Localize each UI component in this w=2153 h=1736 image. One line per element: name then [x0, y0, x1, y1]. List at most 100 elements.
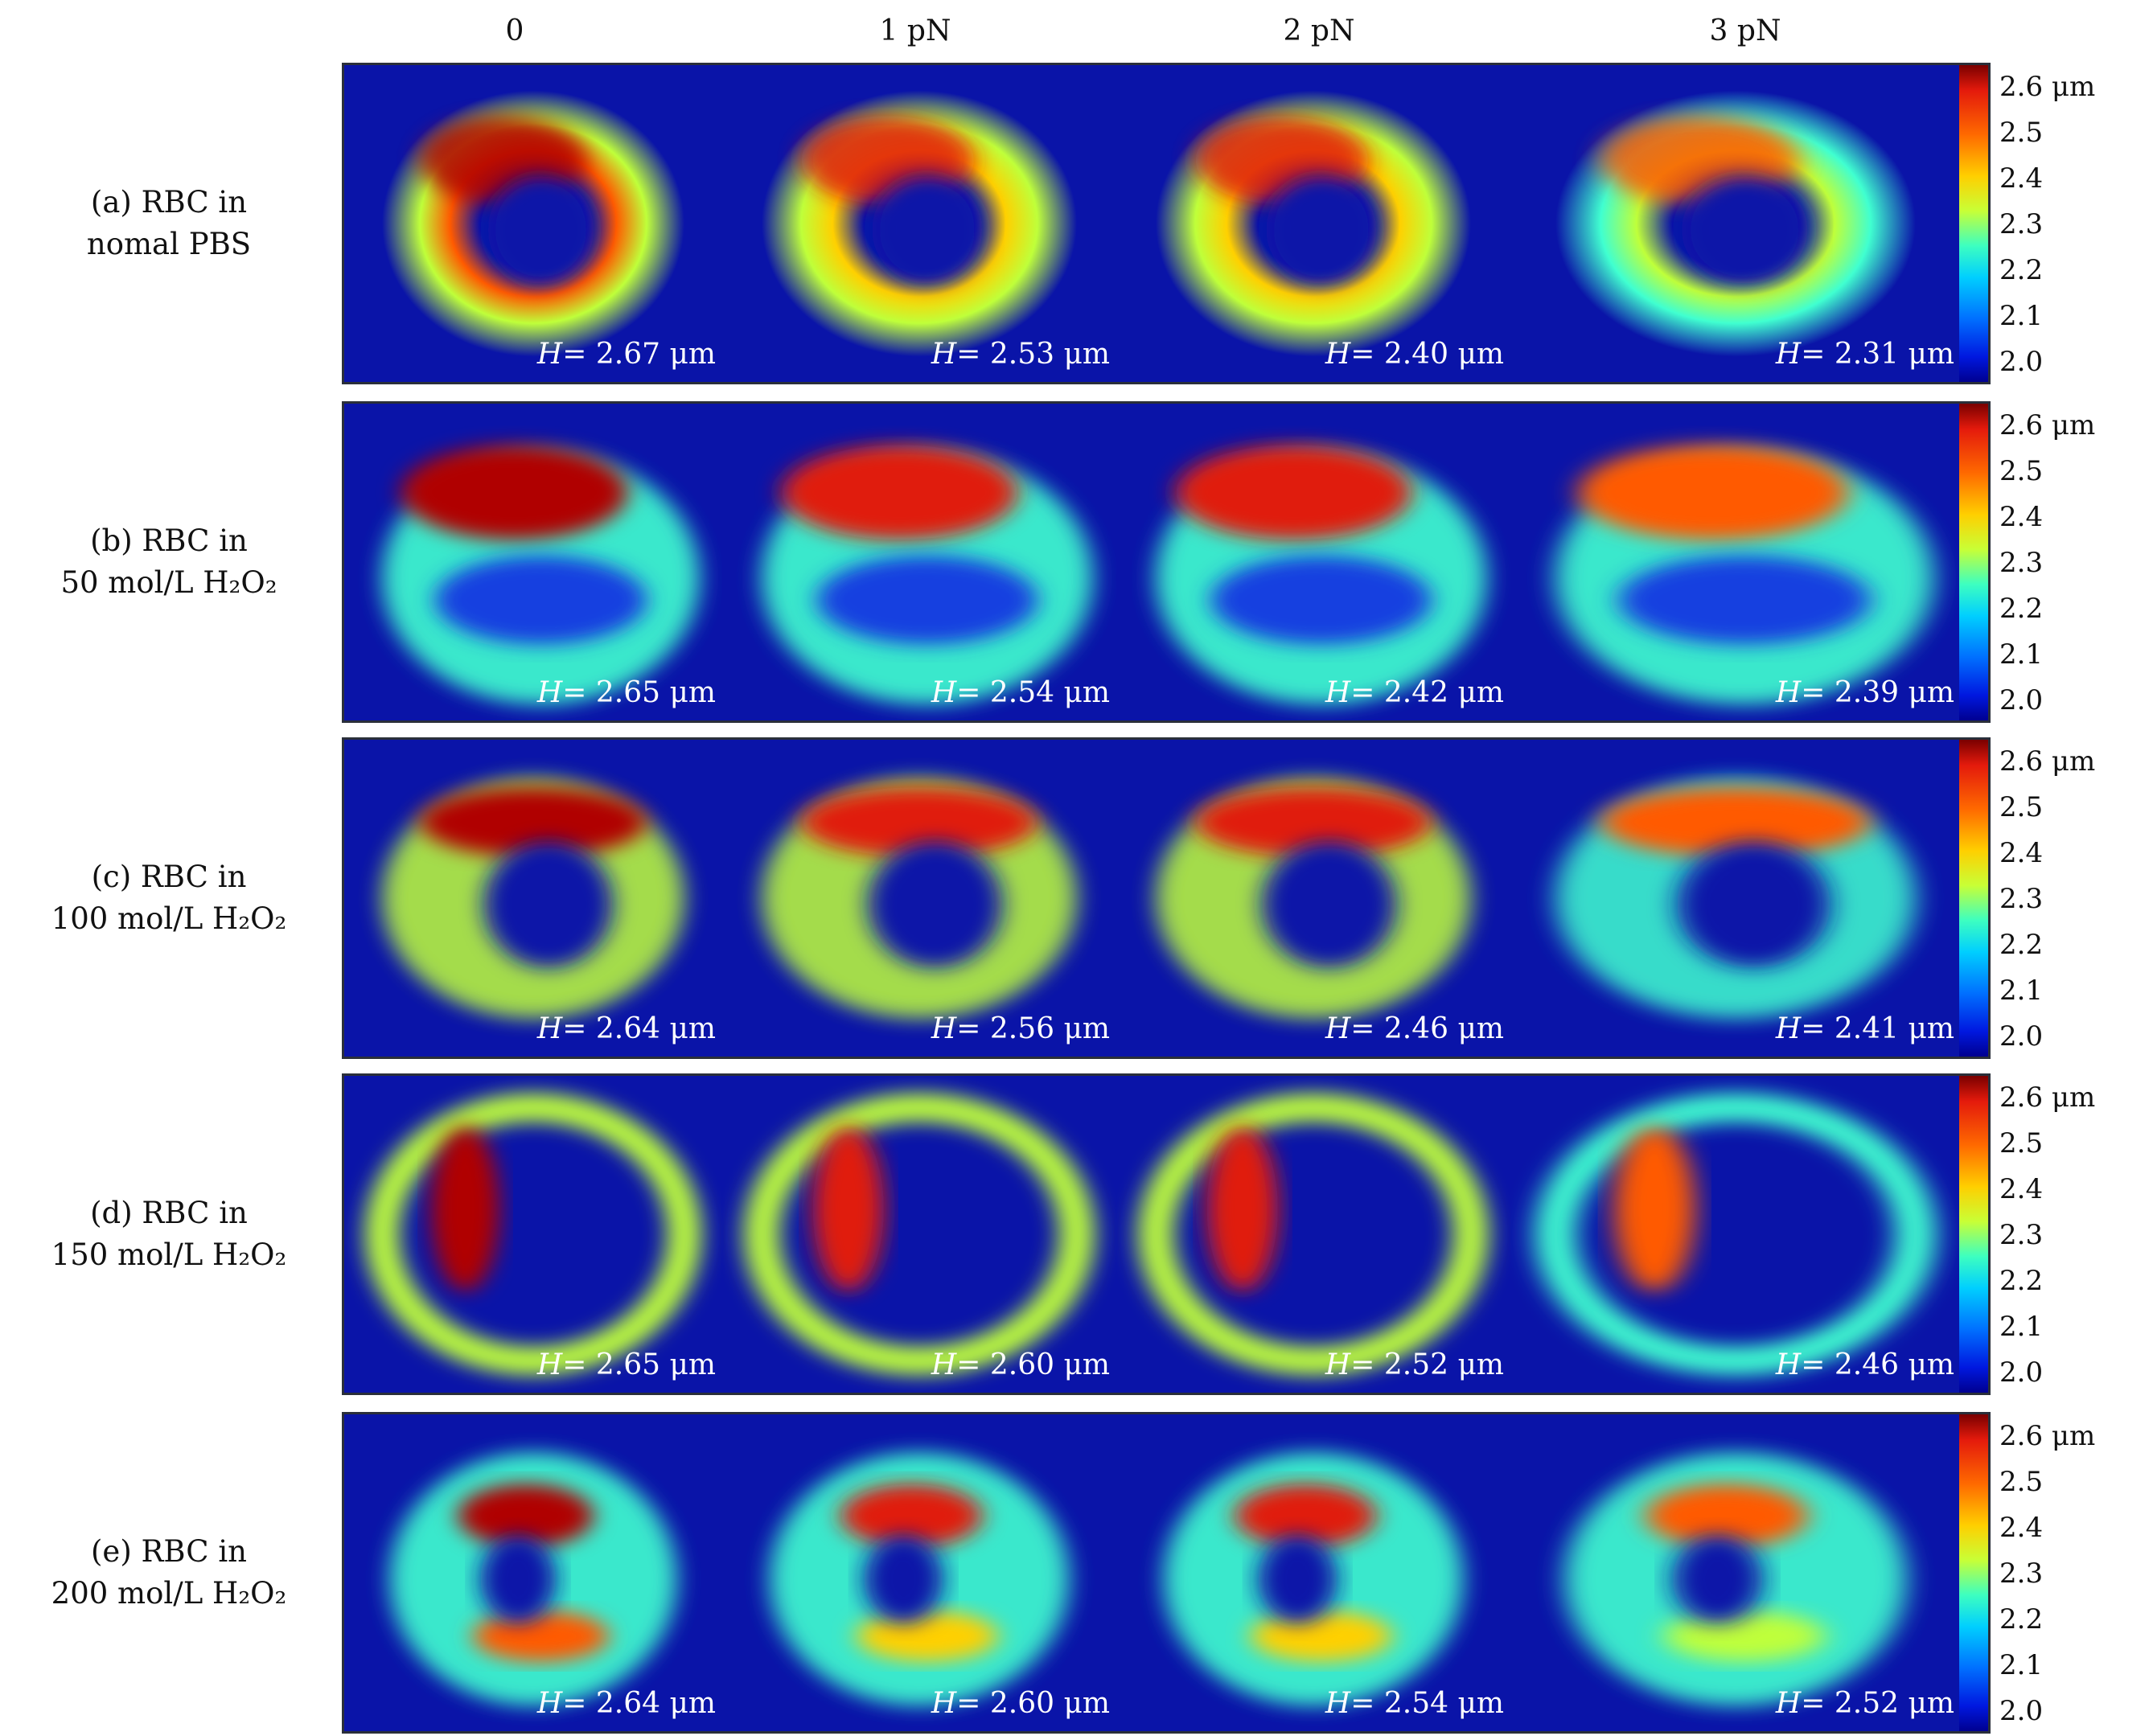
- colorbar-tick-label: 2.2: [1999, 1265, 2044, 1297]
- height-value: H= 2.46 μm: [1325, 1012, 1504, 1045]
- row-label: (b) RBC in 50 mol/L H₂O₂: [0, 520, 338, 604]
- height-symbol: H: [536, 1348, 563, 1381]
- rbc-height-map: H= 2.46 μm: [1116, 740, 1510, 1057]
- rbc-height-map: H= 2.39 μm: [1510, 404, 1961, 720]
- colorbar-tick-label: 2.6 μm: [1999, 745, 2096, 778]
- height-symbol: H: [931, 1687, 957, 1720]
- rbc-height-map: H= 2.54 μm: [722, 404, 1116, 720]
- rbc-height-map: H= 2.64 μm: [344, 740, 722, 1057]
- colorbar-tick-label: 2.3: [1999, 1557, 2044, 1590]
- colorbar-tick-label: 2.1: [1999, 638, 2044, 671]
- colorbar-tick-label: 2.3: [1999, 1219, 2044, 1251]
- height-number: = 2.39 μm: [1801, 676, 1954, 709]
- colorbar-ticks: 2.6 μm 2.5 2.4 2.3 2.2 2.1 2.0: [1999, 65, 2152, 382]
- height-value: H= 2.65 μm: [537, 676, 716, 709]
- rbc-height-map: H= 2.65 μm: [344, 404, 722, 720]
- height-value: H= 2.31 μm: [1776, 338, 1954, 371]
- height-number: = 2.46 μm: [1801, 1348, 1954, 1381]
- height-symbol: H: [536, 676, 563, 709]
- heatmap-panel: H= 2.64 μm H= 2.60 μm: [342, 1412, 1991, 1734]
- rbc-height-map: H= 2.42 μm: [1116, 404, 1510, 720]
- heatmap-panel: H= 2.64 μm H= 2.56 μm: [342, 737, 1991, 1059]
- height-symbol: H: [1775, 1012, 1802, 1045]
- rbc-height-map: H= 2.53 μm: [722, 65, 1116, 382]
- height-number: = 2.31 μm: [1801, 338, 1954, 371]
- colorbar-tick-label: 2.5: [1999, 1466, 2044, 1498]
- colorbar-tick-label: 2.5: [1999, 117, 2044, 149]
- colorbar-tick-label: 2.3: [1999, 208, 2044, 240]
- height-symbol: H: [1325, 1012, 1351, 1045]
- height-value: H= 2.64 μm: [537, 1687, 716, 1720]
- colorbar-tick-label: 2.0: [1999, 1020, 2044, 1053]
- colorbar-tick-label: 2.6 μm: [1999, 1081, 2096, 1114]
- colorbar-tick-label: 2.2: [1999, 1603, 2044, 1635]
- colorbar-tick-label: 2.3: [1999, 547, 2044, 579]
- height-value: H= 2.65 μm: [537, 1348, 716, 1381]
- heatmap-panel: H= 2.65 μm H= 2.54 μm: [342, 401, 1991, 723]
- heatmap-panel: H= 2.65 μm H= 2.60 μm: [342, 1073, 1991, 1395]
- rbc-height-map: H= 2.65 μm: [344, 1076, 722, 1393]
- colorbar-tick-label: 2.0: [1999, 1356, 2044, 1389]
- colorbar-tick-label: 2.0: [1999, 1695, 2044, 1727]
- row-label-line2: 50 mol/L H₂O₂: [60, 565, 277, 600]
- colorbar-tick-label: 2.2: [1999, 593, 2044, 625]
- height-number: = 2.41 μm: [1801, 1012, 1954, 1045]
- column-header: 1 pN: [879, 14, 951, 47]
- colorbar-tick-label: 2.4: [1999, 162, 2044, 195]
- rbc-height-map: H= 2.64 μm: [344, 1414, 722, 1731]
- colorbar-tick-label: 2.2: [1999, 254, 2044, 286]
- height-value: H= 2.40 μm: [1325, 338, 1504, 371]
- row-label-line2: 200 mol/L H₂O₂: [51, 1576, 287, 1611]
- height-symbol: H: [536, 1012, 563, 1045]
- colorbar: [1959, 404, 1988, 720]
- colorbar-tick-label: 2.4: [1999, 837, 2044, 869]
- column-header: 2 pN: [1283, 14, 1355, 47]
- height-value: H= 2.46 μm: [1776, 1348, 1954, 1381]
- rbc-height-map: H= 2.67 μm: [344, 65, 722, 382]
- colorbar-tick-label: 2.4: [1999, 1512, 2044, 1544]
- row-label: (a) RBC in nomal PBS: [0, 182, 338, 265]
- colorbar-tick-label: 2.1: [1999, 1311, 2044, 1343]
- colorbar-ticks: 2.6 μm 2.5 2.4 2.3 2.2 2.1 2.0: [1999, 1076, 2152, 1393]
- rbc-height-map: H= 2.31 μm: [1510, 65, 1961, 382]
- colorbar: [1959, 1414, 1988, 1731]
- height-value: H= 2.52 μm: [1325, 1348, 1504, 1381]
- height-number: = 2.42 μm: [1350, 676, 1504, 709]
- height-number: = 2.64 μm: [562, 1012, 716, 1045]
- rbc-height-map: H= 2.41 μm: [1510, 740, 1961, 1057]
- height-value: H= 2.56 μm: [931, 1012, 1110, 1045]
- heatmap-panel: H= 2.67 μm H= 2.53 μm: [342, 63, 1991, 384]
- row-label-line1: (a) RBC in: [90, 185, 248, 220]
- rbc-height-map: H= 2.54 μm: [1116, 1414, 1510, 1731]
- height-number: = 2.64 μm: [562, 1687, 716, 1720]
- rbc-height-map: H= 2.46 μm: [1510, 1076, 1961, 1393]
- height-number: = 2.65 μm: [562, 676, 716, 709]
- colorbar-tick-label: 2.1: [1999, 1649, 2044, 1681]
- height-value: H= 2.39 μm: [1776, 676, 1954, 709]
- colorbar-tick-label: 2.4: [1999, 1173, 2044, 1205]
- colorbar-tick-label: 2.6 μm: [1999, 71, 2096, 103]
- height-symbol: H: [1775, 1687, 1802, 1720]
- colorbar: [1959, 1076, 1988, 1393]
- height-symbol: H: [931, 1012, 957, 1045]
- height-value: H= 2.64 μm: [537, 1012, 716, 1045]
- height-number: = 2.54 μm: [1350, 1687, 1504, 1720]
- height-symbol: H: [1775, 1348, 1802, 1381]
- colorbar-tick-label: 2.5: [1999, 1127, 2044, 1159]
- row-label-line2: nomal PBS: [86, 227, 252, 261]
- rbc-height-map: H= 2.60 μm: [722, 1076, 1116, 1393]
- height-value: H= 2.54 μm: [1325, 1687, 1504, 1720]
- colorbar-ticks: 2.6 μm 2.5 2.4 2.3 2.2 2.1 2.0: [1999, 1414, 2152, 1731]
- colorbar-tick-label: 2.0: [1999, 346, 2044, 378]
- colorbar-tick-label: 2.1: [1999, 975, 2044, 1007]
- row-label-line1: (b) RBC in: [90, 523, 248, 558]
- colorbar: [1959, 740, 1988, 1057]
- height-value: H= 2.60 μm: [931, 1348, 1110, 1381]
- colorbar-tick-label: 2.6 μm: [1999, 409, 2096, 441]
- rbc-height-map: H= 2.52 μm: [1510, 1414, 1961, 1731]
- rbc-height-map: H= 2.52 μm: [1116, 1076, 1510, 1393]
- height-number: = 2.60 μm: [956, 1348, 1110, 1381]
- rbc-height-map: H= 2.56 μm: [722, 740, 1116, 1057]
- row-label-line2: 150 mol/L H₂O₂: [51, 1237, 287, 1272]
